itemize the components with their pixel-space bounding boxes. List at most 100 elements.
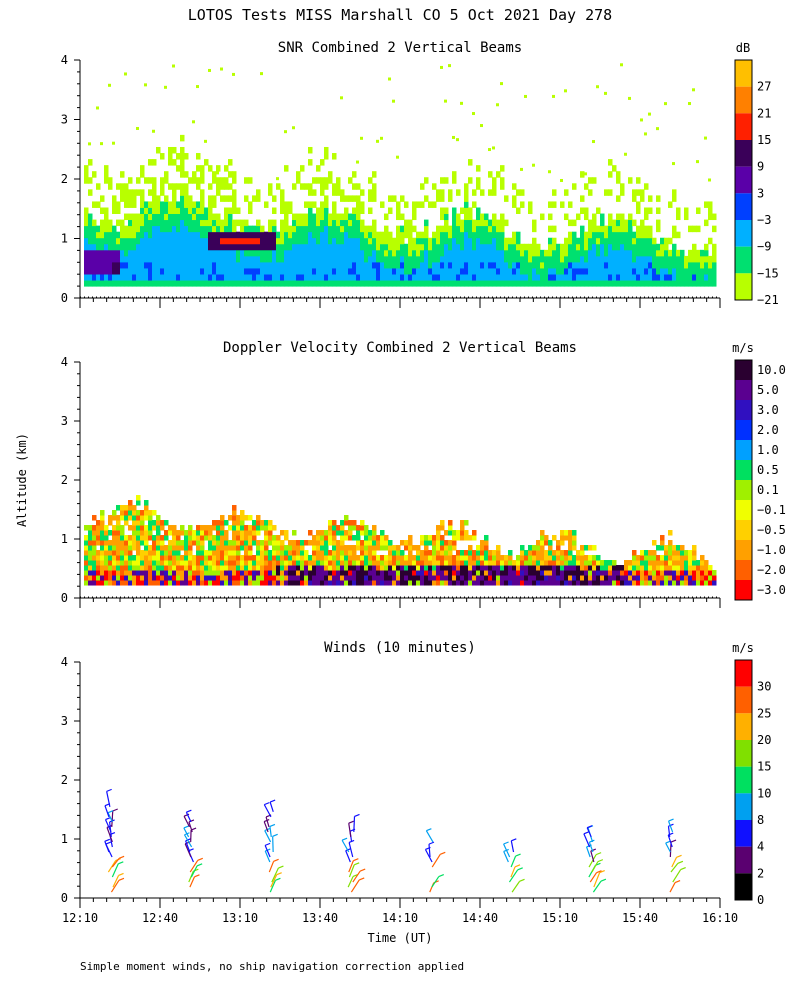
snr-cell bbox=[164, 232, 169, 239]
velocity-cell bbox=[352, 520, 357, 526]
velocity-cell bbox=[428, 580, 433, 586]
snr-cell bbox=[320, 226, 325, 233]
velocity-cell bbox=[256, 575, 261, 581]
snr-cell bbox=[316, 262, 321, 269]
snr-cell bbox=[200, 280, 205, 287]
velocity-cell bbox=[360, 570, 365, 576]
snr-cell bbox=[648, 250, 653, 257]
snr-cell bbox=[444, 244, 449, 251]
velocity-cell bbox=[528, 550, 533, 556]
snr-cell bbox=[332, 274, 337, 281]
snr-cell bbox=[488, 171, 493, 178]
snr-cell bbox=[256, 244, 261, 251]
snr-cell bbox=[584, 232, 589, 239]
velocity-cell bbox=[452, 545, 457, 551]
velocity-cell bbox=[496, 570, 501, 576]
velocity-cell bbox=[152, 545, 157, 551]
velocity-cell bbox=[612, 560, 617, 566]
snr-cell bbox=[608, 256, 613, 263]
snr-cell bbox=[456, 138, 459, 141]
snr-cell bbox=[308, 244, 313, 251]
snr-cell bbox=[120, 256, 125, 263]
snr-cell bbox=[544, 262, 549, 269]
snr-cell bbox=[212, 250, 217, 257]
snr-cell bbox=[136, 127, 139, 130]
snr-cell bbox=[304, 201, 309, 208]
velocity-cell bbox=[140, 520, 145, 526]
velocity-cell bbox=[332, 545, 337, 551]
velocity-cell bbox=[236, 565, 241, 571]
velocity-cell bbox=[128, 525, 133, 531]
snr-cell bbox=[324, 232, 329, 239]
velocity-cell bbox=[648, 555, 653, 561]
snr-cell bbox=[112, 201, 117, 208]
velocity-cell bbox=[200, 545, 205, 551]
velocity-cell bbox=[112, 565, 117, 571]
snr-cell bbox=[592, 268, 597, 275]
snr-cell bbox=[600, 214, 605, 221]
velocity-cell bbox=[640, 555, 645, 561]
velocity-cell bbox=[580, 550, 585, 556]
snr-cell bbox=[200, 171, 205, 178]
snr-cell bbox=[396, 214, 401, 221]
snr-cell bbox=[440, 195, 445, 202]
snr-cell bbox=[300, 250, 305, 257]
velocity-cell bbox=[428, 565, 433, 571]
snr-cell bbox=[196, 268, 201, 275]
snr-cell bbox=[420, 256, 425, 263]
velocity-cell bbox=[220, 530, 225, 536]
y-tick-label: 4 bbox=[61, 53, 68, 67]
snr-cell bbox=[296, 177, 301, 184]
velocity-cell bbox=[284, 555, 289, 561]
snr-cell bbox=[352, 171, 357, 178]
velocity-cell bbox=[460, 530, 465, 536]
velocity-cell bbox=[268, 575, 273, 581]
snr-cell bbox=[216, 280, 221, 287]
velocity-cell bbox=[320, 540, 325, 546]
snr-cell bbox=[344, 226, 349, 233]
wind-barb-flag bbox=[354, 863, 359, 865]
velocity-cell bbox=[668, 580, 673, 586]
velocity-cell bbox=[668, 545, 673, 551]
snr-cell bbox=[360, 250, 365, 257]
velocity-cell bbox=[136, 565, 141, 571]
colorbar-swatch bbox=[735, 460, 752, 480]
velocity-cell bbox=[424, 550, 429, 556]
velocity-cell bbox=[136, 530, 141, 536]
snr-cell bbox=[364, 274, 369, 281]
velocity-cell bbox=[412, 565, 417, 571]
snr-cell bbox=[532, 238, 537, 245]
snr-cell bbox=[200, 268, 205, 275]
snr-cell bbox=[480, 124, 483, 127]
velocity-cell bbox=[88, 565, 93, 571]
velocity-cell bbox=[524, 560, 529, 566]
snr-cell bbox=[648, 238, 653, 245]
velocity-cell bbox=[112, 515, 117, 521]
snr-cell bbox=[144, 232, 149, 239]
velocity-cell bbox=[140, 575, 145, 581]
velocity-cell bbox=[220, 520, 225, 526]
velocity-cell bbox=[364, 545, 369, 551]
snr-cell bbox=[128, 201, 133, 208]
velocity-cell bbox=[552, 565, 557, 571]
wind-barb-flag bbox=[265, 843, 270, 845]
velocity-cell bbox=[132, 540, 137, 546]
velocity-cell bbox=[164, 560, 169, 566]
snr-cell bbox=[348, 256, 353, 263]
snr-cell bbox=[144, 250, 149, 257]
snr-cell bbox=[296, 256, 301, 263]
snr-cell bbox=[420, 201, 425, 208]
snr-cell bbox=[376, 140, 379, 143]
snr-cell bbox=[604, 274, 609, 281]
snr-cell bbox=[608, 262, 613, 269]
snr-cell bbox=[84, 207, 89, 214]
velocity-cell bbox=[136, 555, 141, 561]
snr-cell bbox=[576, 274, 581, 281]
snr-cell bbox=[192, 171, 197, 178]
wind-barb bbox=[342, 840, 349, 852]
velocity-cell bbox=[152, 560, 157, 566]
snr-cell bbox=[220, 183, 225, 190]
velocity-cell bbox=[256, 545, 261, 551]
snr-cell bbox=[280, 244, 285, 251]
snr-cell bbox=[104, 220, 109, 227]
